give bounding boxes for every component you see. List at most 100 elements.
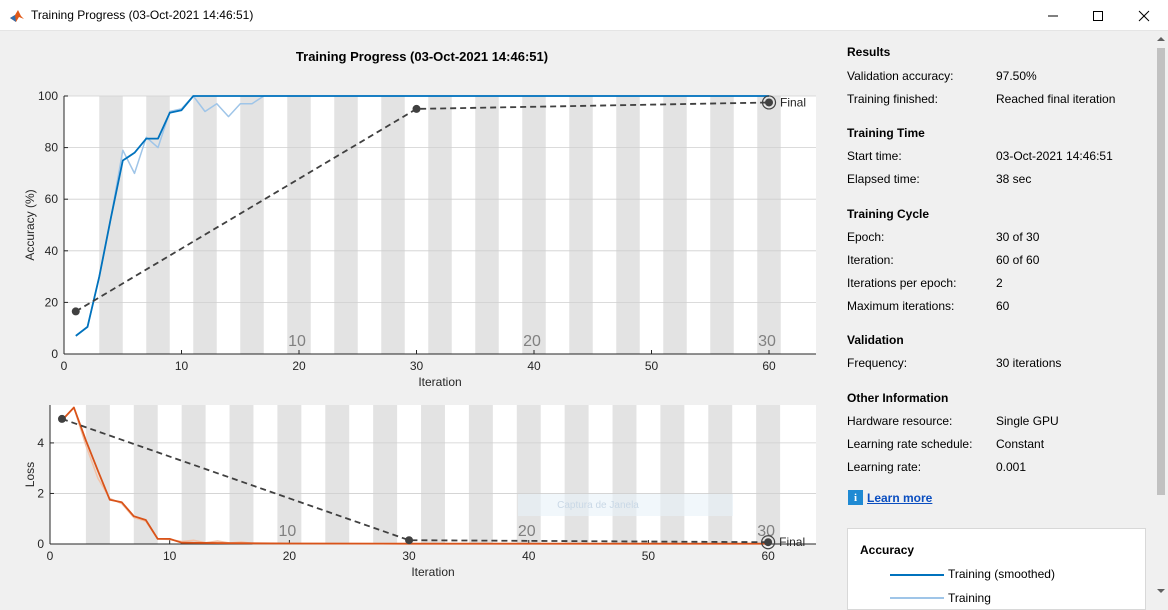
x-tick-label: 40 — [522, 549, 536, 563]
vertical-scrollbar[interactable] — [1154, 31, 1168, 600]
y-tick-label: 2 — [37, 486, 44, 500]
hardware-resource-value: Single GPU — [996, 414, 1059, 428]
learning-rate-value: 0.001 — [996, 460, 1027, 474]
final-label: Final — [779, 535, 805, 549]
x-tick-label: 0 — [61, 359, 68, 373]
epoch-stripe — [193, 96, 217, 354]
epoch-stripe — [757, 96, 781, 354]
frequency-value: 30 iterations — [996, 356, 1062, 370]
training-cycle-title: Training Cycle — [847, 207, 930, 221]
epoch-stripe — [710, 96, 734, 354]
x-tick-label: 50 — [645, 359, 659, 373]
plot-area: Training Progress (03-Oct-2021 14:46:51)… — [0, 31, 836, 600]
results-title: Results — [847, 45, 891, 59]
maximize-button[interactable] — [1075, 0, 1121, 31]
y-tick-label: 0 — [51, 347, 58, 361]
epoch-stripe — [99, 96, 123, 354]
accuracy-chart: 0 10 20 30 40 50 60 0 20 40 60 80 100 Iteration Accura… — [23, 89, 816, 389]
training-time-title: Training Time — [847, 126, 925, 140]
x-tick-label: 30 — [402, 549, 416, 563]
epoch-stripe — [428, 96, 452, 354]
x-tick-label: 50 — [642, 549, 656, 563]
legend-line-training — [890, 597, 944, 599]
watermark-text: Captura de Janela — [557, 500, 639, 511]
x-tick-label: 30 — [410, 359, 424, 373]
loss-training-smoothed-line — [61, 406, 769, 545]
maximum-iterations-label: Maximum iterations: — [847, 299, 955, 313]
learning-rate-schedule-label: Learning rate schedule: — [847, 437, 973, 451]
close-icon — [1138, 10, 1150, 21]
scrollbar-thumb[interactable] — [1157, 48, 1165, 495]
y-axis-label: Loss — [23, 462, 37, 487]
x-tick-label: 10 — [175, 359, 189, 373]
iterations-per-epoch-label: Iterations per epoch: — [847, 276, 957, 290]
legend-label-training: Training — [948, 591, 991, 605]
epoch-stripe — [663, 96, 687, 354]
learn-more-link[interactable]: i Learn more — [848, 490, 932, 505]
epoch-stripe — [660, 405, 685, 544]
learning-rate-label: Learning rate: — [847, 460, 922, 474]
x-tick-label: 60 — [762, 359, 776, 373]
minimize-button[interactable] — [1030, 0, 1076, 31]
iterations-per-epoch-value: 2 — [996, 276, 1003, 290]
maximize-icon — [1093, 10, 1103, 21]
final-marker — [761, 535, 776, 550]
x-tick-label: 10 — [163, 549, 177, 563]
training-finished-label: Training finished: — [847, 92, 938, 106]
epoch-value: 30 of 30 — [996, 230, 1040, 244]
epoch-stripe — [229, 405, 254, 544]
other-information-title: Other Information — [847, 391, 949, 405]
legend-title: Accuracy — [860, 543, 915, 557]
x-tick-label: 20 — [292, 359, 306, 373]
final-marker — [761, 95, 777, 110]
epoch-stripe — [373, 405, 398, 544]
training-finished-value: Reached final iteration — [996, 92, 1116, 106]
epoch-label: 10 — [278, 523, 296, 540]
close-button[interactable] — [1121, 0, 1167, 31]
y-tick-label: 4 — [37, 436, 44, 450]
epoch-stripe — [569, 96, 593, 354]
scroll-down-icon[interactable] — [1157, 587, 1165, 595]
final-label: Final — [780, 95, 806, 109]
y-tick-label: 80 — [45, 141, 59, 155]
elapsed-time-value: 38 sec — [996, 172, 1032, 186]
epoch-label: 20 — [523, 333, 541, 350]
epoch-stripe — [133, 405, 158, 544]
plot-title: Training Progress (03-Oct-2021 14:46:51) — [296, 49, 548, 64]
info-icon: i — [848, 490, 863, 505]
start-time-label: Start time: — [847, 149, 902, 163]
epoch-stripe — [181, 405, 206, 544]
frequency-label: Frequency: — [847, 356, 908, 370]
epoch-stripe — [756, 405, 781, 544]
y-axis-label: Accuracy (%) — [23, 189, 37, 260]
epoch-stripe — [287, 96, 311, 354]
validation-point — [765, 98, 773, 107]
validation-point — [764, 538, 773, 547]
loss-validation-line — [61, 418, 769, 544]
epoch-stripe — [468, 405, 493, 544]
y-tick-label: 60 — [45, 192, 59, 206]
info-panel: Results Validation accuracy: 97.50% Trai… — [836, 31, 1154, 610]
scroll-up-icon[interactable] — [1157, 35, 1165, 43]
elapsed-time-label: Elapsed time: — [847, 172, 920, 186]
epoch-stripe — [522, 96, 546, 354]
y-tick-label: 0 — [37, 537, 44, 551]
epoch-stripe — [85, 405, 110, 544]
epoch-stripe — [612, 405, 637, 544]
epoch-stripe — [475, 96, 499, 354]
accuracy-validation-line — [75, 101, 770, 313]
y-tick-label: 20 — [45, 295, 59, 309]
epoch-label: 10 — [288, 333, 306, 350]
epoch-label: Epoch: — [847, 230, 885, 244]
validation-point — [57, 414, 66, 423]
iteration-value: 60 of 60 — [996, 253, 1040, 267]
epoch-stripe — [616, 96, 640, 354]
validation-point — [412, 104, 421, 113]
validation-title: Validation — [847, 333, 904, 347]
epoch-stripe — [325, 405, 350, 544]
learn-more-text[interactable]: Learn more — [867, 490, 933, 505]
hardware-resource-label: Hardware resource: — [847, 414, 953, 428]
epoch-stripe — [421, 405, 445, 544]
x-axis-label: Iteration — [418, 375, 461, 389]
